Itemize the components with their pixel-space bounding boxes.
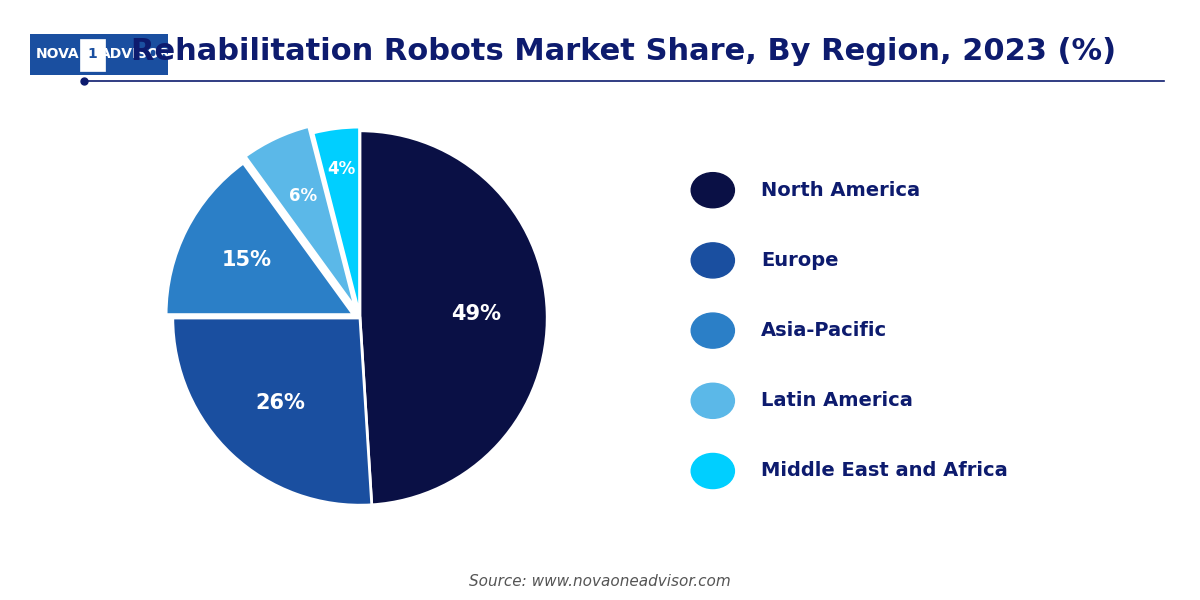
FancyBboxPatch shape [30, 34, 168, 75]
Circle shape [691, 243, 734, 278]
Text: 1: 1 [88, 47, 97, 61]
Text: 49%: 49% [451, 304, 502, 325]
Text: 15%: 15% [222, 250, 271, 270]
Text: Rehabilitation Robots Market Share, By Region, 2023 (%): Rehabilitation Robots Market Share, By R… [132, 37, 1116, 65]
Wedge shape [360, 131, 547, 505]
Text: North America: North America [761, 181, 920, 200]
Text: Middle East and Africa: Middle East and Africa [761, 461, 1008, 481]
FancyBboxPatch shape [80, 38, 104, 71]
Text: 6%: 6% [288, 187, 317, 205]
Text: NOVA: NOVA [36, 47, 79, 61]
Text: 26%: 26% [256, 392, 306, 413]
Circle shape [691, 173, 734, 208]
Circle shape [691, 313, 734, 348]
Text: 4%: 4% [328, 160, 355, 178]
Text: Latin America: Latin America [761, 391, 913, 410]
Wedge shape [173, 318, 372, 505]
Circle shape [691, 383, 734, 418]
Wedge shape [245, 127, 355, 308]
Wedge shape [313, 127, 360, 314]
Text: Europe: Europe [761, 251, 839, 270]
Circle shape [691, 454, 734, 488]
Wedge shape [166, 163, 353, 314]
Text: Asia-Pacific: Asia-Pacific [761, 321, 887, 340]
Text: Source: www.novaoneadvisor.com: Source: www.novaoneadvisor.com [469, 575, 731, 589]
Text: ADVISOR: ADVISOR [100, 47, 170, 61]
